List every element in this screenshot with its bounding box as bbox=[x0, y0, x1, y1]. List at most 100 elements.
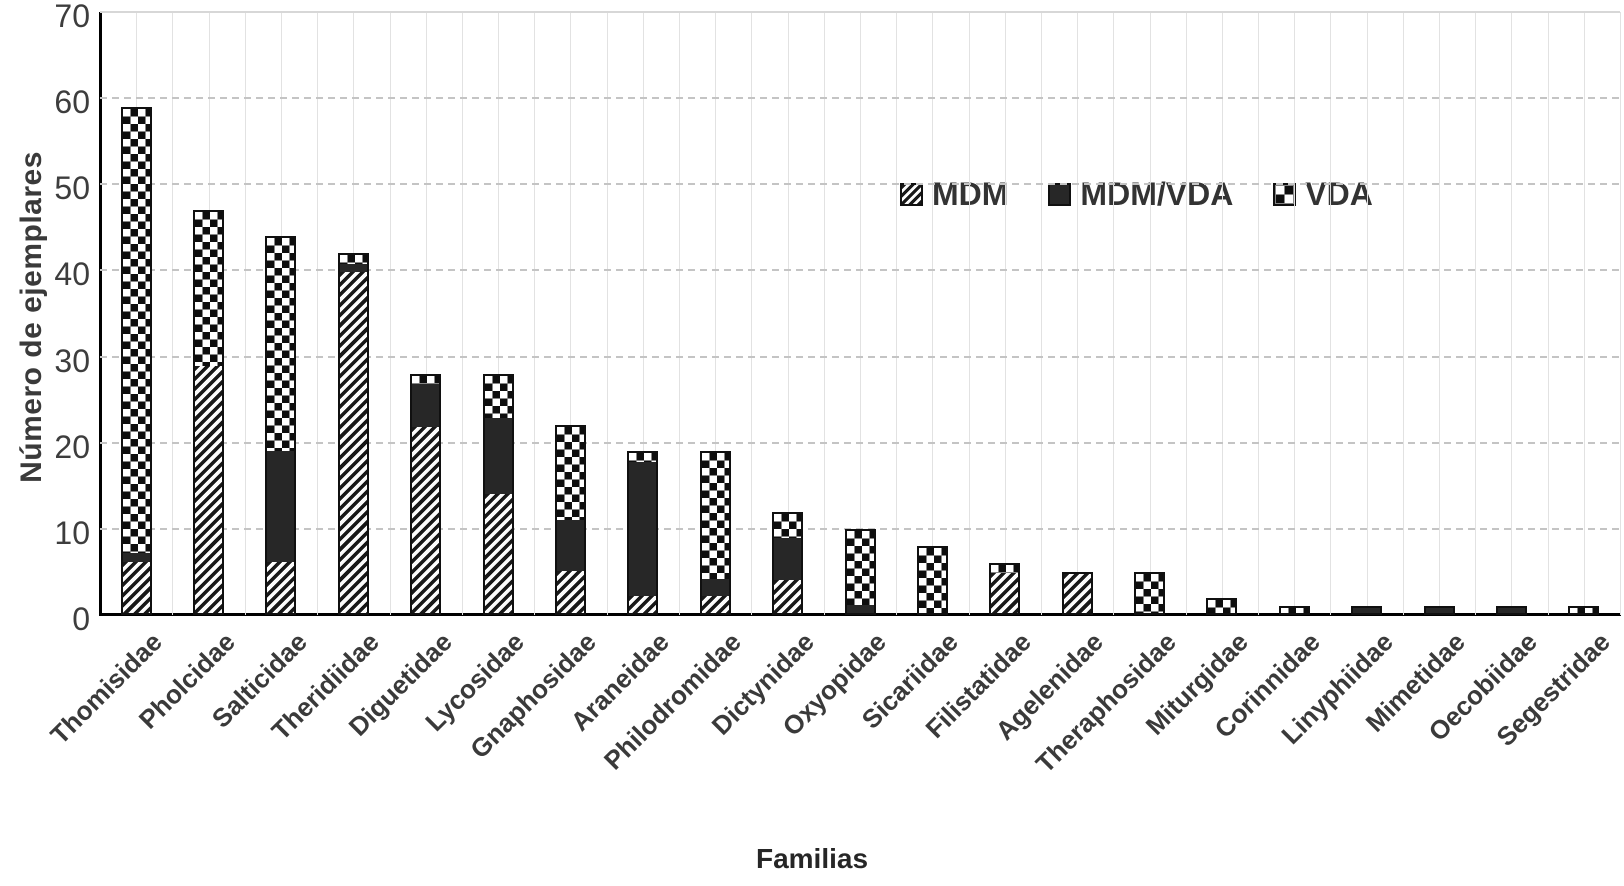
vertical-gridline bbox=[1620, 12, 1621, 615]
vertical-gridline bbox=[679, 12, 681, 615]
segment-vda bbox=[1208, 599, 1236, 613]
segment-vda bbox=[991, 565, 1019, 574]
y-tick-label: 30 bbox=[54, 342, 90, 379]
y-tick-label: 60 bbox=[54, 84, 90, 121]
segment-mdm bbox=[556, 570, 584, 613]
vertical-gridline bbox=[1258, 12, 1260, 615]
bar-segestridae bbox=[1568, 606, 1600, 615]
vertical-gridline bbox=[1439, 12, 1441, 615]
segment-vda bbox=[774, 513, 802, 539]
vertical-gridline bbox=[896, 12, 898, 615]
segment-vda bbox=[629, 453, 657, 462]
segment-mdm bbox=[267, 561, 295, 613]
vertical-gridline bbox=[244, 12, 246, 615]
bar-theraphosidae bbox=[1134, 571, 1166, 615]
bar-miturgidae bbox=[1206, 597, 1238, 615]
vertical-gridline bbox=[1113, 12, 1115, 615]
vertical-gridline bbox=[570, 12, 572, 615]
vertical-gridline bbox=[172, 12, 174, 615]
bar-gnaphosidae bbox=[554, 425, 586, 615]
segment-vda bbox=[195, 212, 223, 366]
segment-mdm-vda bbox=[629, 461, 657, 597]
vertical-gridline bbox=[606, 12, 608, 615]
y-tick-label: 0 bbox=[72, 601, 90, 637]
bar-pholcidae bbox=[193, 210, 225, 615]
vertical-gridline bbox=[968, 12, 970, 615]
segment-mdm bbox=[629, 596, 657, 613]
segment-mdm bbox=[991, 573, 1019, 613]
vertical-gridline bbox=[1583, 12, 1585, 615]
segment-mdm-vda bbox=[1425, 608, 1453, 613]
vertical-gridline bbox=[461, 12, 463, 615]
segment-mdm-vda bbox=[774, 538, 802, 580]
vertical-gridline bbox=[1547, 12, 1549, 615]
legend-swatch-hatch bbox=[900, 182, 923, 206]
segment-vda bbox=[339, 255, 367, 264]
y-axis-line bbox=[99, 12, 102, 615]
vertical-gridline bbox=[1040, 12, 1042, 615]
vertical-gridline bbox=[1185, 12, 1187, 615]
vertical-gridline bbox=[1475, 12, 1477, 615]
bar-theridiidae bbox=[337, 253, 369, 615]
vertical-gridline bbox=[1511, 12, 1513, 615]
segment-vda bbox=[918, 548, 946, 613]
segment-mdm-vda bbox=[1353, 608, 1381, 613]
segment-vda bbox=[267, 237, 295, 452]
vertical-gridline bbox=[860, 12, 861, 615]
bar-thomisidae bbox=[120, 106, 152, 615]
vertical-gridline bbox=[1221, 12, 1223, 615]
segment-mdm-vda bbox=[339, 263, 367, 273]
bar-lycosidae bbox=[482, 373, 514, 615]
vertical-gridline bbox=[1294, 12, 1296, 615]
bar-diguetidae bbox=[410, 373, 442, 615]
vertical-gridline bbox=[932, 12, 934, 615]
vertical-gridline bbox=[1149, 12, 1151, 615]
x-axis-title: Familias bbox=[755, 843, 869, 874]
horizontal-gridline bbox=[100, 183, 1620, 186]
segment-mdm-vda bbox=[556, 520, 584, 571]
segment-vda bbox=[1280, 608, 1308, 613]
y-tick-label: 10 bbox=[54, 514, 90, 551]
vertical-gridline bbox=[425, 12, 427, 615]
segment-mdm bbox=[122, 561, 150, 613]
bar-araneidae bbox=[627, 451, 659, 615]
y-tick-label: 20 bbox=[54, 428, 90, 465]
vertical-gridline bbox=[317, 12, 319, 615]
segment-vda bbox=[122, 108, 150, 554]
segment-mdm-vda bbox=[1497, 608, 1525, 613]
bar-dictynidae bbox=[772, 511, 804, 615]
segment-vda bbox=[1570, 608, 1598, 613]
vertical-gridline bbox=[1004, 12, 1006, 615]
y-tick-label: 40 bbox=[54, 256, 90, 293]
segment-mdm bbox=[774, 579, 802, 613]
vertical-gridline bbox=[751, 12, 753, 615]
vertical-gridline bbox=[498, 12, 500, 615]
plot-area: MDM MDM/VDA VDA bbox=[99, 11, 1621, 616]
bar-filistatidae bbox=[989, 563, 1021, 615]
segment-mdm-vda bbox=[122, 553, 150, 562]
vertical-gridline bbox=[1330, 12, 1332, 615]
legend-swatch-checker bbox=[1273, 182, 1297, 206]
segment-mdm-vda bbox=[484, 418, 512, 495]
segment-mdm bbox=[195, 365, 223, 613]
bar-mimetidae bbox=[1423, 606, 1455, 615]
bar-agelenidae bbox=[1061, 571, 1093, 615]
segment-mdm bbox=[339, 272, 367, 613]
y-tick-label: 70 bbox=[54, 0, 90, 34]
vertical-gridline bbox=[1366, 12, 1368, 615]
bar-linyphiidae bbox=[1351, 606, 1383, 615]
vertical-gridline bbox=[787, 12, 789, 615]
vertical-gridline bbox=[1077, 12, 1079, 615]
segment-mdm bbox=[701, 596, 729, 613]
segment-vda bbox=[412, 375, 440, 385]
segment-mdm bbox=[1063, 573, 1091, 613]
horizontal-gridline bbox=[100, 355, 1620, 358]
bar-salticidae bbox=[265, 235, 297, 615]
segment-vda bbox=[1136, 573, 1164, 613]
horizontal-gridline bbox=[100, 441, 1620, 444]
bar-philodromidae bbox=[699, 451, 731, 615]
segment-mdm-vda bbox=[412, 384, 440, 427]
segment-vda bbox=[701, 453, 729, 580]
bar-corinnidae bbox=[1278, 606, 1310, 615]
